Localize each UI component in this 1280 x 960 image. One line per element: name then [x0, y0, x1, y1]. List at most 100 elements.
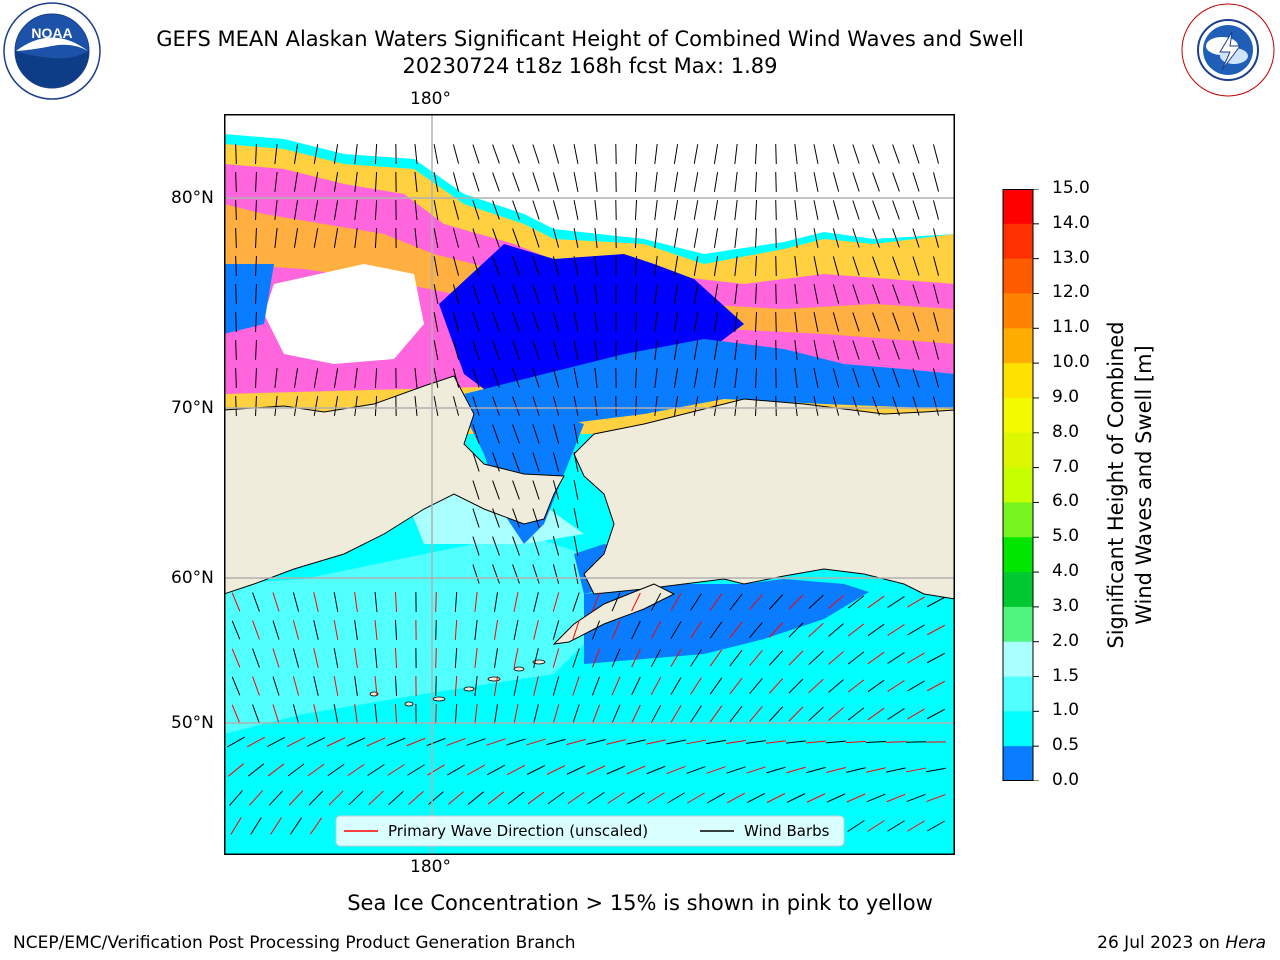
wind-barb	[374, 227, 378, 249]
wind-barb	[235, 311, 237, 333]
date-prefix: 26 Jul 2023 on	[1097, 933, 1226, 953]
wind-barb	[867, 679, 885, 693]
wave-arrow	[448, 791, 464, 805]
wave-arrow	[611, 620, 621, 640]
noaa-logo-text: NOAA	[31, 25, 72, 41]
wind-barb	[654, 144, 658, 164]
wave-arrow	[867, 595, 885, 609]
wind-barb	[673, 200, 679, 220]
wind-barb	[673, 396, 679, 416]
wind-barb	[354, 200, 358, 220]
wave-arrow	[493, 676, 499, 696]
wind-barb	[832, 172, 840, 192]
wave-arrow	[885, 741, 907, 743]
wind-barb	[932, 200, 940, 220]
wave-arrow	[408, 790, 424, 806]
wave-arrow	[567, 791, 585, 805]
wind-barb	[670, 677, 682, 695]
wind-barb	[255, 143, 257, 165]
wind-barb	[492, 564, 500, 584]
wave-arrow	[726, 739, 746, 745]
wind-barb	[852, 284, 860, 304]
wave-arrow	[513, 704, 519, 724]
wind-barb	[673, 284, 679, 304]
wave-arrow	[749, 594, 763, 610]
wave-arrow	[288, 790, 304, 806]
wind-barb	[693, 284, 699, 304]
wind-barb	[813, 396, 819, 416]
wind-barb	[532, 340, 540, 360]
wind-barb	[634, 283, 638, 305]
wind-barb	[492, 368, 500, 388]
wind-barb	[872, 256, 880, 276]
wind-barb	[552, 200, 560, 220]
wind-barb	[654, 228, 658, 248]
wave-arrow	[828, 595, 844, 609]
wind-barb	[866, 793, 886, 803]
wind-barb	[775, 143, 777, 165]
wind-barb	[552, 396, 560, 416]
wave-arrow	[427, 764, 445, 776]
wave-arrow	[709, 705, 723, 723]
wind-barb	[754, 255, 758, 277]
wind-barb	[272, 620, 280, 640]
arctic-blue-open	[439, 244, 744, 404]
wave-arrow	[690, 621, 702, 639]
wave-arrow	[267, 763, 285, 777]
wind-barb	[693, 340, 699, 360]
wind-barb	[552, 676, 560, 696]
wind-barb	[690, 649, 702, 667]
wind-barb	[594, 172, 598, 192]
wind-barb	[932, 172, 940, 192]
wind-barb	[247, 763, 265, 777]
wind-barb	[433, 340, 439, 360]
wind-barb	[594, 144, 598, 164]
wind-barb	[566, 765, 586, 775]
wind-barb	[532, 228, 540, 248]
wind-barb	[794, 228, 798, 248]
wind-barb	[414, 396, 418, 416]
wind-barb	[313, 228, 319, 248]
wave-arrow	[687, 792, 705, 804]
wind-barb	[573, 536, 579, 556]
wind-barb	[872, 200, 880, 220]
wave-arrow	[326, 737, 346, 747]
wind-barb	[394, 675, 398, 697]
wind-barb	[552, 172, 560, 192]
wave-arrow	[513, 648, 519, 668]
wind-barb	[788, 678, 804, 694]
wind-barb	[492, 200, 500, 220]
colorbar-tick-label: 10.0	[1052, 352, 1090, 373]
wind-barb	[532, 480, 540, 500]
wave-arrow	[313, 704, 319, 724]
wave-arrow	[647, 792, 665, 804]
wind-barb	[932, 256, 940, 276]
wind-barb	[573, 396, 579, 416]
wind-barb	[255, 171, 257, 193]
wind-barb	[707, 792, 725, 804]
wind-barb	[374, 199, 378, 221]
wave-arrow	[666, 765, 686, 775]
colorbar-tick-label: 0.5	[1052, 735, 1080, 756]
wave-arrow	[786, 766, 806, 774]
wind-barb	[552, 340, 560, 360]
wind-barb	[354, 396, 358, 416]
wind-barb	[591, 676, 601, 696]
wind-barb	[513, 620, 519, 640]
wind-barb	[287, 763, 305, 777]
wind-barb	[472, 564, 480, 584]
wind-barb	[912, 312, 920, 332]
lat-label-60: 60°N	[171, 568, 214, 588]
wind-barb	[573, 172, 579, 192]
wave-arrow	[607, 792, 625, 804]
wind-barb	[235, 143, 237, 165]
wind-barb	[825, 740, 847, 744]
wind-barb	[492, 144, 500, 164]
lon-label-top: 180°	[410, 89, 451, 109]
wind-barb	[926, 767, 946, 773]
wind-barb	[293, 368, 299, 388]
wave-arrow	[847, 623, 865, 637]
wind-barb	[472, 200, 480, 220]
wind-barb	[847, 820, 865, 832]
wind-barb	[452, 284, 460, 304]
